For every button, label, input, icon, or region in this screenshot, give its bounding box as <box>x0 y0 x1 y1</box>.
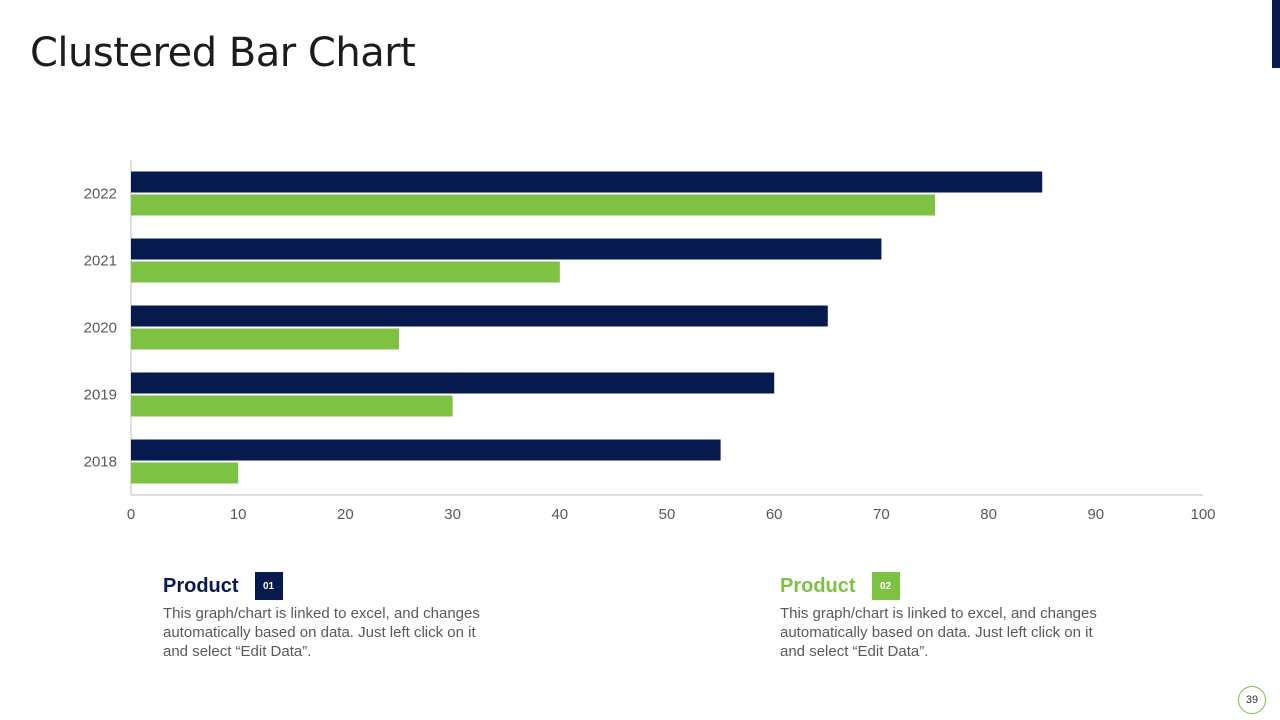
x-tick-label-80: 80 <box>980 506 997 523</box>
legend-title-product-01: Product <box>163 574 239 597</box>
x-tick-label-90: 90 <box>1087 506 1104 523</box>
badge-02: 02 <box>871 572 900 600</box>
bar-product-02-2019[interactable] <box>131 395 453 417</box>
bar-product-01-2019[interactable] <box>131 372 775 394</box>
slide-title: Clustered Bar Chart <box>30 30 416 76</box>
x-tick-label-50: 50 <box>659 506 676 523</box>
bar-product-02-2020[interactable] <box>131 328 399 350</box>
page-number: 39 <box>1238 686 1266 714</box>
legend-description-product-01: This graph/chart is linked to excel, and… <box>163 605 480 660</box>
bar-product-02-2022[interactable] <box>131 194 935 216</box>
y-tick-label-2020: 2020 <box>84 320 117 337</box>
x-tick-label-10: 10 <box>230 506 247 523</box>
bar-product-02-2018[interactable] <box>131 462 239 484</box>
legend-product-01: Product 01 This graph/chart is linked to… <box>163 572 493 661</box>
legend-title-product-02: Product <box>780 574 856 597</box>
x-tick-label-20: 20 <box>337 506 354 523</box>
bar-product-02-2021[interactable] <box>131 261 560 283</box>
clustered-bar-chart[interactable]: 0 10 20 30 40 50 60 70 80 90 100 2018 2019 2020 2021 20… <box>0 0 1280 560</box>
legend-description-product-02: This graph/chart is linked to excel, and… <box>780 605 1097 660</box>
bar-product-01-2020[interactable] <box>131 305 828 327</box>
x-tick-label-100: 100 <box>1190 506 1215 523</box>
x-tick-label-60: 60 <box>766 506 783 523</box>
y-tick-label-2019: 2019 <box>84 387 117 404</box>
y-tick-label-2021: 2021 <box>84 253 117 270</box>
bar-product-01-2018[interactable] <box>131 439 721 461</box>
y-tick-label-2022: 2022 <box>84 186 117 203</box>
x-tick-label-0: 0 <box>127 506 135 523</box>
x-tick-label-70: 70 <box>873 506 890 523</box>
legend-product-02: Product 02 This graph/chart is linked to… <box>780 572 1110 661</box>
x-tick-label-40: 40 <box>551 506 568 523</box>
corner-accent-bar <box>1272 0 1280 68</box>
x-tick-label-30: 30 <box>444 506 461 523</box>
badge-01: 01 <box>254 572 283 600</box>
bar-product-01-2021[interactable] <box>131 238 882 260</box>
y-tick-label-2018: 2018 <box>84 454 117 471</box>
bar-product-01-2022[interactable] <box>131 171 1043 193</box>
